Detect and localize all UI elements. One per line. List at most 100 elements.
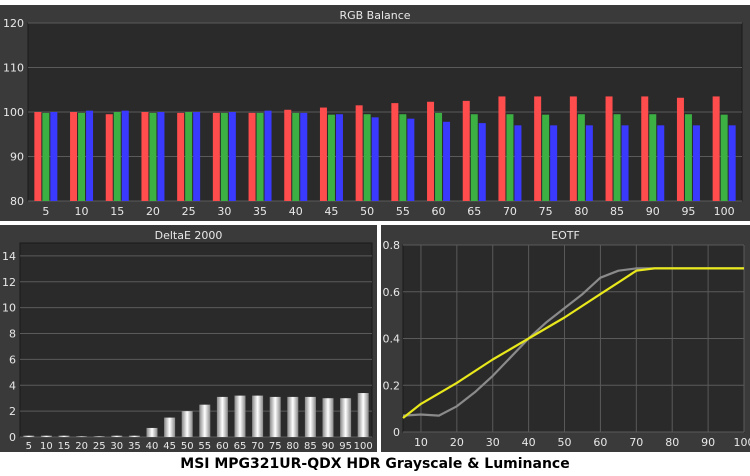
rgb-bar-red [141, 112, 149, 201]
rgb-bar-green [149, 112, 157, 201]
rgb-xtick-label: 60 [432, 205, 446, 218]
rgb-xtick-label: 5 [42, 205, 49, 218]
rgb-bar-green [649, 114, 657, 201]
eotf-xtick-label: 60 [593, 436, 607, 449]
rgb-bar-green [577, 114, 585, 201]
rgb-bar-green [470, 114, 478, 201]
rgb-bar-blue [657, 125, 665, 201]
rgb-bar-blue [621, 125, 629, 201]
eotf-xtick-label: 20 [450, 436, 464, 449]
deltae-bar [111, 435, 123, 437]
rgb-bar-green [113, 112, 121, 201]
rgb-bar-red [105, 114, 113, 201]
deltae-xtick-label: 50 [181, 441, 194, 452]
rgb-bar-blue [264, 110, 272, 201]
rgb-bar-blue [478, 123, 486, 201]
rgb-bar-red [284, 109, 292, 201]
rgb-bar-blue [585, 125, 593, 201]
deltae-xtick-label: 15 [58, 441, 71, 452]
eotf-panel: EOTF 0 0.2 0.4 0.6 0.8 10 20 30 40 50 60 70 80 90 100 [381, 225, 750, 452]
rgb-bar-red [569, 96, 577, 201]
deltae-bar [304, 396, 316, 437]
eotf-chart: 0 0.2 0.4 0.6 0.8 10 20 30 40 50 60 70 80 90 100 [383, 239, 750, 449]
rgb-bar-green [185, 112, 193, 201]
footer-title: MSI MPG321UR-QDX HDR Grayscale & Luminan… [180, 456, 570, 472]
rgb-bar-red [177, 112, 185, 201]
rgb-bar-green [327, 114, 335, 201]
rgb-bar-blue [193, 112, 201, 201]
rgb-bar-blue [335, 114, 343, 201]
rgb-bar-blue [50, 112, 58, 201]
rgb-bar-green [684, 114, 692, 201]
eotf-xtick-label: 10 [414, 436, 428, 449]
rgb-bar-green [720, 114, 728, 201]
deltae-ytick-label: 14 [2, 250, 16, 263]
deltae-bar [340, 398, 352, 437]
deltae-ytick-label: 4 [9, 379, 16, 392]
deltae-bar [269, 396, 281, 437]
rgb-bar-blue [121, 110, 129, 201]
eotf-xtick-label: 30 [486, 436, 500, 449]
rgb-bar-blue [443, 121, 451, 201]
eotf-xtick-label: 50 [558, 436, 572, 449]
eotf-xtick-label: 100 [734, 436, 750, 449]
deltae-bar [164, 417, 176, 437]
deltae-xtick-label: 70 [251, 441, 264, 452]
rgb-bar-green [220, 112, 228, 201]
rgb-bar-blue [228, 112, 236, 201]
eotf-ytick-label: 0.8 [383, 239, 401, 252]
deltae-xtick-label: 60 [216, 441, 229, 452]
deltae-bar [322, 398, 334, 437]
deltae-xtick-label: 85 [304, 441, 317, 452]
rgb-bar-red [534, 96, 542, 201]
rgb-balance-title: RGB Balance [339, 9, 411, 22]
rgb-xtick-label: 35 [253, 205, 267, 218]
rgb-bar-red [462, 100, 470, 201]
eotf-xtick-label: 40 [522, 436, 536, 449]
deltae-ytick-label: 12 [2, 276, 16, 289]
rgb-bar-blue [728, 125, 736, 201]
deltae-xtick-label: 25 [93, 441, 106, 452]
rgb-bar-green [506, 114, 514, 201]
rgb-xtick-label: 90 [646, 205, 660, 218]
deltae-xtick-label: 95 [339, 441, 352, 452]
deltae-bar [357, 393, 369, 437]
rgb-xtick-label: 65 [467, 205, 481, 218]
deltae-plot-area [19, 242, 373, 438]
rgb-ytick-label: 90 [10, 151, 24, 164]
rgb-ytick-label: 100 [3, 106, 24, 119]
deltae-bar [181, 411, 193, 437]
rgb-bar-blue [514, 125, 522, 201]
deltae-xtick-label: 65 [234, 441, 247, 452]
rgb-bar-blue [692, 125, 700, 201]
deltae-xtick-label: 10 [40, 441, 53, 452]
rgb-bar-blue [550, 125, 558, 201]
rgb-bar-green [292, 112, 300, 201]
rgb-balance-chart: 80 90 100 110 120 5 10 15 20 25 30 35 40 45 50 55 60 65 70… [3, 17, 743, 218]
eotf-xtick-label: 90 [701, 436, 715, 449]
deltae-bar [128, 435, 140, 437]
deltae-bar [93, 436, 105, 437]
rgb-ytick-label: 80 [10, 195, 24, 208]
rgb-bar-green [542, 114, 550, 201]
rgb-xtick-label: 80 [574, 205, 588, 218]
deltae-chart: 0 2 4 6 8 10 12 14 5 10 15 20 25 30 35 40 45 50 55 60 65 70 75… [2, 242, 373, 452]
rgb-bar-red [391, 103, 399, 201]
rgb-bar-red [427, 101, 435, 201]
deltae-ytick-label: 0 [9, 431, 16, 444]
deltae-bar [40, 435, 52, 437]
rgb-xtick-label: 45 [324, 205, 338, 218]
rgb-bar-green [399, 114, 407, 201]
deltae-bar [58, 435, 70, 437]
rgb-bar-green [78, 112, 86, 201]
rgb-xtick-label: 50 [360, 205, 374, 218]
deltae-ytick-label: 6 [9, 353, 16, 366]
deltae-xtick-label: 40 [146, 441, 159, 452]
deltae-bar [76, 436, 88, 437]
eotf-xtick-label: 70 [629, 436, 643, 449]
eotf-ytick-label: 0 [393, 426, 400, 439]
deltae-xtick-label: 45 [163, 441, 176, 452]
rgb-bar-green [256, 112, 264, 201]
deltae-bar [252, 395, 264, 437]
rgb-bar-red [34, 112, 42, 201]
